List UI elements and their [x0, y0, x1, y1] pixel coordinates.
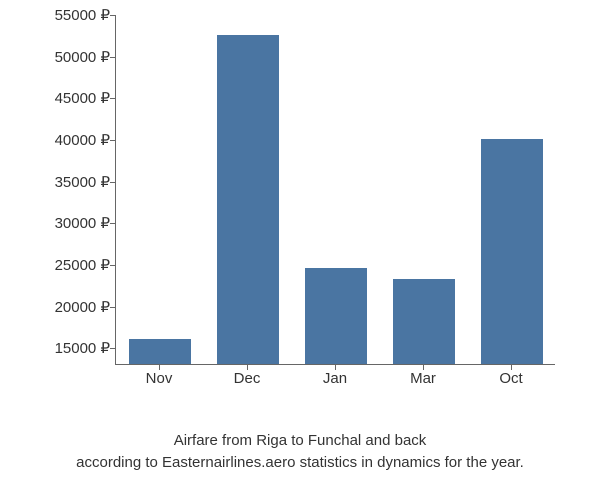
y-tick-label: 25000 ₽ — [30, 256, 110, 274]
y-tick-label: 55000 ₽ — [30, 6, 110, 24]
x-tick-label: Jan — [323, 370, 347, 387]
x-tick-mark — [511, 365, 512, 370]
bar — [481, 139, 543, 364]
y-tick-mark — [110, 15, 115, 16]
y-tick-mark — [110, 223, 115, 224]
x-tick-label: Mar — [410, 370, 436, 387]
y-tick-label: 20000 ₽ — [30, 298, 110, 316]
x-tick-label: Oct — [499, 370, 522, 387]
y-tick-mark — [110, 57, 115, 58]
y-tick-label: 45000 ₽ — [30, 89, 110, 107]
plot-area — [115, 15, 555, 365]
y-tick-mark — [110, 307, 115, 308]
x-tick-label: Nov — [146, 370, 173, 387]
y-tick-label: 50000 ₽ — [30, 48, 110, 66]
x-tick-mark — [423, 365, 424, 370]
y-tick-mark — [110, 265, 115, 266]
bar — [217, 35, 279, 364]
y-tick-mark — [110, 348, 115, 349]
y-tick-label: 40000 ₽ — [30, 131, 110, 149]
y-tick-mark — [110, 140, 115, 141]
bar — [393, 279, 455, 364]
y-tick-label: 35000 ₽ — [30, 173, 110, 191]
chart-container: 15000 ₽ 20000 ₽ 25000 ₽ 30000 ₽ 35000 ₽ 40000… — [30, 15, 570, 395]
x-tick-mark — [335, 365, 336, 370]
x-tick-mark — [159, 365, 160, 370]
y-tick-mark — [110, 182, 115, 183]
y-tick-label: 30000 ₽ — [30, 214, 110, 232]
bar — [129, 339, 191, 364]
x-tick-label: Dec — [234, 370, 261, 387]
y-tick-label: 15000 ₽ — [30, 339, 110, 357]
caption-line1: Airfare from Riga to Funchal and back — [0, 430, 600, 451]
y-tick-mark — [110, 98, 115, 99]
caption-line2: according to Easternairlines.aero statis… — [0, 452, 600, 473]
bar — [305, 268, 367, 364]
x-tick-mark — [247, 365, 248, 370]
